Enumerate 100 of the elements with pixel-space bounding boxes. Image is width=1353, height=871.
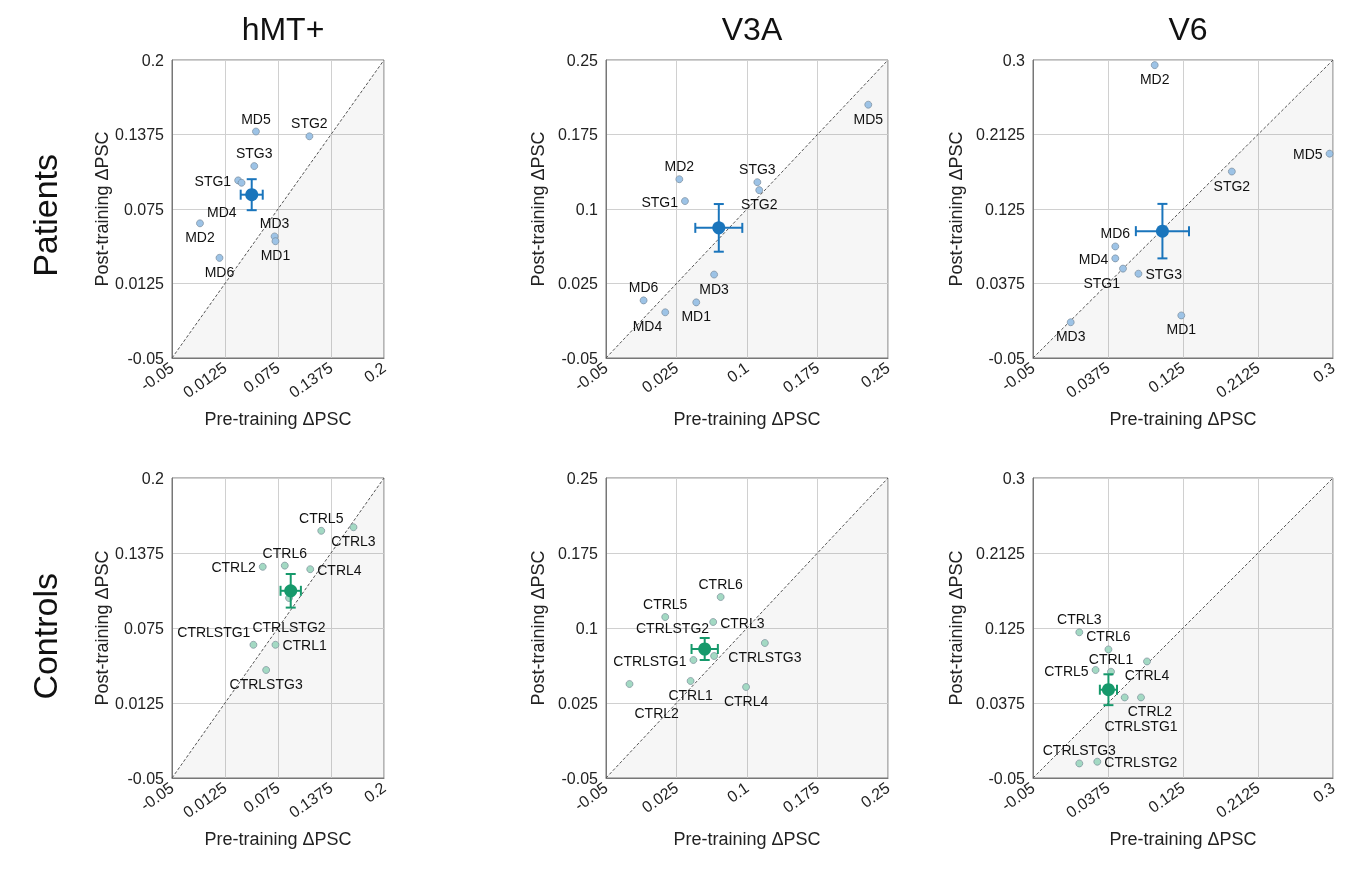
point bbox=[252, 127, 260, 136]
y-tick-label: 0.2 bbox=[141, 51, 165, 69]
annotation: STG1 bbox=[1083, 274, 1121, 291]
annotation: CTRL5 bbox=[643, 596, 688, 612]
annotation: STG1 bbox=[641, 193, 679, 210]
y-tick-label: 0.175 bbox=[557, 544, 599, 562]
y-tick-label: 0.0125 bbox=[115, 275, 165, 292]
y-axis-title: Post-training ΔPSC bbox=[946, 550, 967, 706]
y-tick-label: 0.2 bbox=[141, 469, 165, 487]
point bbox=[305, 132, 314, 141]
point bbox=[1137, 693, 1145, 702]
y-tick-label: 0.3 bbox=[1002, 51, 1026, 69]
y-tick-label: 0.25 bbox=[566, 469, 599, 487]
point bbox=[639, 296, 648, 305]
annotation: MD1 bbox=[260, 247, 291, 264]
x-axis-title: Pre-training ΔPSC bbox=[673, 409, 821, 429]
annotation: MD6 bbox=[1100, 225, 1131, 242]
x-axis-title: Pre-training ΔPSC bbox=[1109, 829, 1257, 849]
annotation: CTRL4 bbox=[1124, 667, 1170, 684]
annotation: MD4 bbox=[206, 203, 237, 220]
y-axis-title: Post-training ΔPSC bbox=[92, 550, 113, 706]
annotation: STG3 bbox=[1145, 266, 1183, 283]
point bbox=[716, 593, 725, 601]
y-tick-label: 0.1375 bbox=[115, 126, 165, 143]
point bbox=[710, 270, 718, 279]
y-axis-title: Post-training ΔPSC bbox=[92, 131, 113, 287]
point bbox=[661, 613, 670, 621]
y-tick-label: 0.2125 bbox=[976, 544, 1026, 562]
annotation: STG1 bbox=[194, 172, 232, 189]
annotation: CTRL2 bbox=[211, 559, 256, 576]
y-tick-label: 0.075 bbox=[123, 200, 165, 218]
annotation: CTRL4 bbox=[317, 561, 362, 578]
point bbox=[262, 666, 270, 674]
point bbox=[1177, 311, 1186, 320]
point bbox=[1228, 167, 1236, 176]
annotation: STG3 bbox=[235, 145, 273, 162]
point bbox=[215, 254, 224, 262]
point bbox=[245, 188, 259, 202]
chart-title: hMT+ bbox=[241, 11, 325, 47]
point bbox=[761, 639, 769, 647]
annotation: STG2 bbox=[740, 196, 778, 213]
annotation: MD5 bbox=[241, 110, 271, 127]
annotation: CTRLSTG2 bbox=[252, 619, 326, 635]
x-tick-label: 0.1 bbox=[723, 358, 752, 386]
y-tick-label: 0.1 bbox=[575, 619, 599, 637]
point bbox=[742, 683, 750, 691]
annotation: CTRL3 bbox=[1057, 611, 1102, 628]
point bbox=[710, 652, 718, 660]
annotation: MD3 bbox=[259, 215, 290, 232]
point bbox=[280, 561, 289, 570]
point bbox=[661, 308, 670, 317]
annotation: MD1 bbox=[1166, 321, 1197, 338]
point bbox=[1075, 628, 1084, 637]
annotation: CTRL1 bbox=[668, 687, 713, 703]
annotation: MD1 bbox=[681, 308, 712, 325]
point bbox=[681, 197, 689, 205]
point bbox=[698, 642, 712, 656]
x-axis-title: Pre-training ΔPSC bbox=[204, 829, 352, 849]
point bbox=[625, 680, 634, 688]
point bbox=[196, 219, 204, 228]
point bbox=[349, 523, 358, 531]
point bbox=[250, 162, 259, 170]
annotation: CTRL6 bbox=[698, 576, 744, 592]
point bbox=[1111, 254, 1120, 263]
point bbox=[284, 584, 298, 598]
point bbox=[249, 641, 258, 649]
y-axis-title: Post-training ΔPSC bbox=[946, 131, 967, 287]
annotation: MD3 bbox=[699, 280, 730, 297]
annotation: MD3 bbox=[1055, 328, 1086, 345]
point bbox=[271, 237, 280, 245]
annotation: MD5 bbox=[853, 110, 884, 127]
y-tick-label: 0.075 bbox=[123, 619, 165, 637]
point bbox=[237, 178, 246, 187]
point bbox=[317, 527, 326, 535]
annotation: CTRL2 bbox=[1127, 703, 1173, 720]
chart-title: V3A bbox=[721, 11, 783, 47]
annotation: CTRL1 bbox=[282, 637, 328, 654]
point bbox=[1155, 224, 1169, 238]
x-tick-label: 0.1 bbox=[723, 778, 752, 806]
point bbox=[1091, 666, 1100, 674]
y-tick-label: 0.0375 bbox=[976, 275, 1026, 292]
y-axis-title: Post-training ΔPSC bbox=[528, 131, 549, 287]
x-tick-label: 0.25 bbox=[857, 778, 893, 811]
y-tick-label: 0.125 bbox=[984, 619, 1026, 637]
x-axis-title: Pre-training ΔPSC bbox=[1109, 409, 1257, 429]
point bbox=[1104, 645, 1113, 654]
point bbox=[1143, 657, 1151, 666]
annotation: STG3 bbox=[739, 161, 776, 178]
x-tick-label: 0.2 bbox=[360, 778, 389, 806]
y-tick-label: 0.1 bbox=[575, 200, 599, 218]
annotation: CTRL4 bbox=[723, 693, 769, 709]
point bbox=[755, 186, 764, 194]
annotation: CTRL5 bbox=[1044, 662, 1089, 679]
annotation: MD6 bbox=[628, 279, 659, 296]
y-axis-title: Post-training ΔPSC bbox=[528, 550, 549, 706]
point bbox=[1075, 759, 1084, 768]
point bbox=[864, 100, 873, 109]
point bbox=[1120, 693, 1129, 702]
point bbox=[306, 565, 315, 573]
y-tick-label: 0.175 bbox=[557, 126, 599, 143]
